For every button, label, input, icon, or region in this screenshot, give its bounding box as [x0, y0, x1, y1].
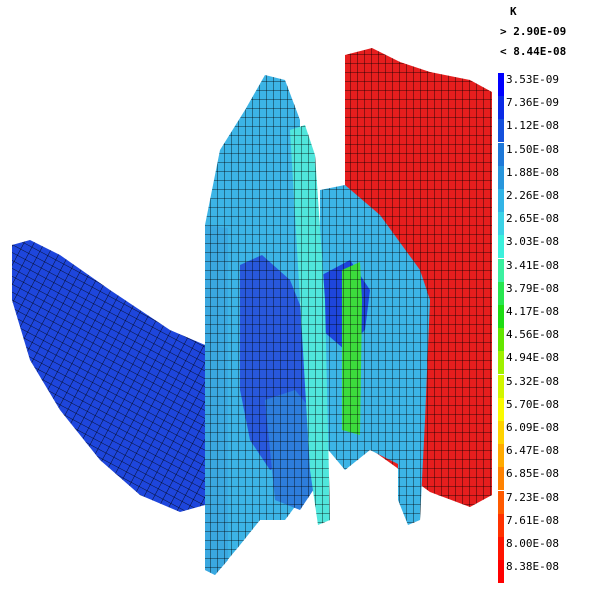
legend-swatch — [498, 397, 504, 421]
legend-swatch — [498, 490, 504, 514]
legend-value-label: 1.12E-08 — [506, 119, 559, 133]
legend-value-label: 7.61E-08 — [506, 513, 559, 527]
legend-value-label: 6.09E-08 — [506, 421, 559, 434]
legend-value-label: 4.17E-08 — [506, 305, 559, 318]
legend-value-label: 3.41E-08 — [506, 258, 559, 272]
legend-swatch — [498, 374, 504, 398]
legend-value-label: 8.00E-08 — [506, 537, 559, 550]
legend-swatch — [498, 281, 504, 305]
blue-interior-block — [240, 255, 370, 510]
legend-swatch — [498, 258, 504, 282]
legend-filter-min: > 2.90E-09 — [500, 25, 567, 38]
legend-value-label: 3.03E-08 — [506, 235, 559, 249]
legend-swatch — [498, 305, 504, 328]
lightblue-front-slab — [205, 225, 425, 575]
legend-value-label: 6.47E-08 — [506, 444, 559, 458]
legend-swatch — [498, 119, 504, 143]
green-insert — [342, 262, 362, 435]
legend-value-label: 3.53E-09 — [506, 73, 559, 86]
legend-swatch — [498, 351, 504, 375]
legend-swatch — [498, 328, 504, 352]
legend-value-label: 8.38E-08 — [506, 560, 559, 574]
legend-value-label: 7.23E-08 — [506, 490, 559, 504]
legend-swatch — [498, 73, 504, 96]
legend-swatch — [498, 560, 504, 584]
legend-filter-max: < 8.44E-08 — [500, 45, 567, 58]
legend-swatch — [498, 212, 504, 236]
legend-swatch — [498, 444, 504, 468]
legend-value-label: 2.26E-08 — [506, 189, 559, 202]
legend-value-label: 5.32E-08 — [506, 374, 559, 388]
legend-swatch — [498, 467, 504, 491]
legend-value-label: 3.79E-08 — [506, 281, 559, 295]
legend-swatch — [498, 537, 504, 560]
legend-swatch — [498, 235, 504, 259]
legend-swatch — [498, 96, 504, 120]
legend-swatch — [498, 165, 504, 189]
legend-variable-label: K — [510, 5, 517, 18]
legend-value-label: 4.56E-08 — [506, 328, 559, 342]
legend-swatch — [498, 421, 504, 444]
cyan-column — [290, 125, 330, 525]
legend-swatch — [498, 513, 504, 537]
blue-wing-panel — [12, 240, 205, 512]
legend-swatch — [498, 142, 504, 166]
legend-value-label: 7.36E-09 — [506, 96, 559, 110]
legend-swatch — [498, 189, 504, 212]
legend-value-label: 2.65E-08 — [506, 212, 559, 226]
legend-value-label: 5.70E-08 — [506, 397, 559, 411]
legend-value-label: 6.85E-08 — [506, 467, 559, 481]
color-legend: K > 2.90E-09 < 8.44E-08 3.53E-09 7.36E-09… — [478, 0, 594, 589]
legend-value-label: 1.50E-08 — [506, 142, 559, 156]
legend-value-label: 4.94E-08 — [506, 351, 559, 365]
legend-value-label: 1.88E-08 — [506, 165, 559, 179]
